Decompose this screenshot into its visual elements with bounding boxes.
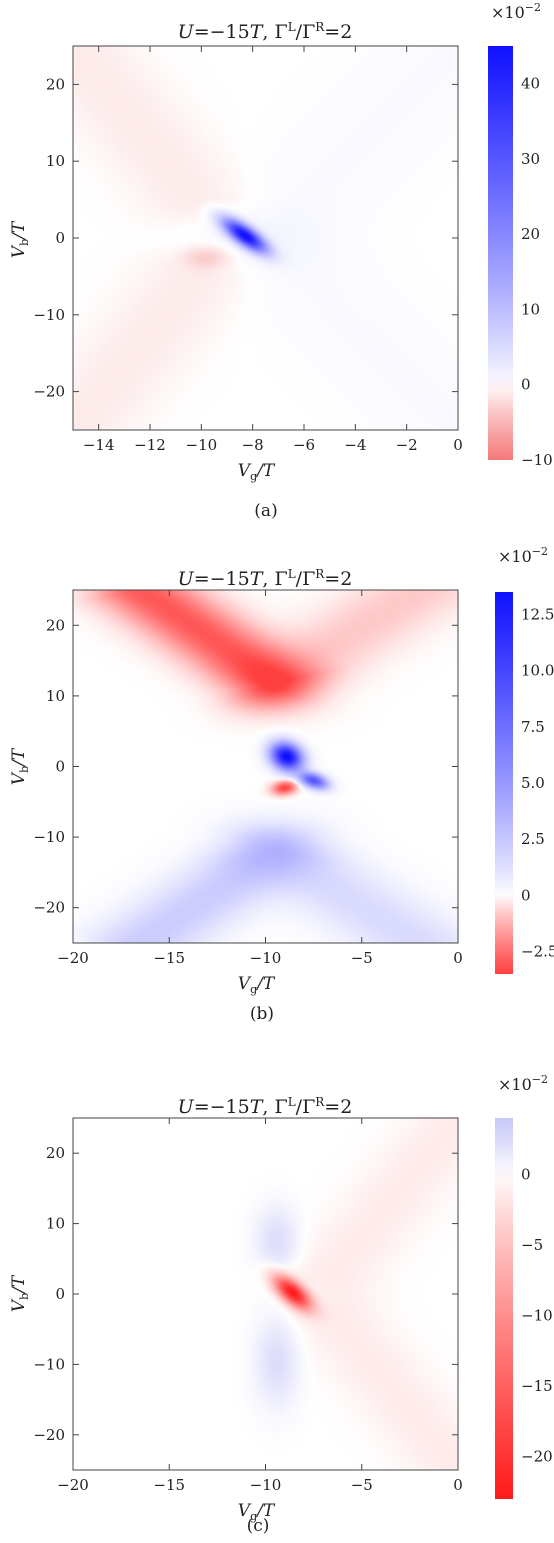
x-tick-label: −10: [250, 949, 282, 967]
panel-b-ylabel: Vb/T: [9, 747, 31, 785]
x-tick-label: −8: [242, 436, 264, 454]
panel-c-colorbar: [495, 1118, 513, 1499]
x-tick-label: 0: [453, 436, 463, 454]
y-tick-label: 20: [46, 75, 65, 93]
y-tick-label: −20: [33, 899, 65, 917]
panel-b: U=−15T, ΓL/ΓR=2 −20 −15 −10 −5 0 20 10 0 −10−20 …: [9, 545, 554, 1024]
y-tick-label: 10: [46, 152, 65, 170]
x-tick-label: −14: [83, 436, 115, 454]
x-tick-label: −6: [293, 436, 315, 454]
colorbar-tick-label: −5: [521, 1236, 543, 1254]
panel-c-axes: −20 −15 −10 −5 0 20 10 0 −10 −20: [33, 1118, 463, 1494]
colorbar-tick-label: 0: [521, 376, 531, 394]
y-tick-label: 20: [46, 1144, 65, 1162]
panel-c-colorbar-ticks: 0 −5 −10 −15 −20: [521, 1165, 553, 1465]
panel-b-colorbar-ticks: 12.5 10.0 7.5 5.0 2.5 0 −2.5: [521, 605, 554, 960]
x-tick-label: −20: [57, 1476, 89, 1494]
panel-c-xlabel: Vg/T: [238, 1501, 276, 1523]
x-tick-label: −5: [351, 1476, 373, 1494]
y-tick-label: 0: [55, 229, 65, 247]
panel-c-colorbar-exponent: ×10−2: [498, 1073, 548, 1094]
colorbar-tick-label: 0: [521, 886, 531, 904]
colorbar-tick-label: 20: [521, 225, 540, 243]
panel-a-colorbar-ticks: 40 30 20 10 0 −10: [521, 75, 553, 469]
panel-a-colorbar: [488, 46, 513, 460]
panel-b-colorbar: [495, 592, 513, 974]
colorbar-tick-label: −10: [521, 451, 553, 469]
x-tick-label: −4: [344, 436, 366, 454]
colorbar-tick-label: −20: [521, 1448, 553, 1466]
colorbar-tick-label: 10.0: [521, 662, 554, 680]
panel-a: U=−15T, ΓL/ΓR=2 −14 −12 −10 −8 −6 −4 −2 020100−…: [9, 1, 553, 521]
panel-c-plot-frame: [72, 1117, 459, 1471]
x-tick-label: −20: [57, 949, 89, 967]
panel-c-caption: (c): [247, 1516, 270, 1536]
colorbar-tick-label: 0: [521, 1165, 531, 1183]
y-tick-label: 0: [55, 1285, 65, 1303]
colorbar-tick-label: 2.5: [521, 830, 545, 848]
panel-b-xlabel: Vg/T: [238, 974, 276, 996]
y-tick-label: −20: [33, 1426, 65, 1444]
x-tick-label: −10: [186, 436, 218, 454]
x-tick-label: −12: [134, 436, 166, 454]
y-tick-label: 10: [46, 1215, 65, 1233]
colorbar-tick-label: −10: [521, 1307, 553, 1325]
x-tick-label: 0: [453, 949, 463, 967]
y-tick-label: 0: [55, 758, 65, 776]
y-tick-label: −10: [33, 828, 65, 846]
panel-a-ylabel: Vb/T: [9, 220, 31, 258]
panel-a-heatmap: [73, 46, 458, 430]
x-tick-label: −15: [153, 949, 185, 967]
colorbar-tick-label: 40: [521, 75, 540, 93]
panel-c: U=−15T, ΓL/ΓR=2 −20 −15 −10 −5 020100−10−20 …: [9, 1073, 553, 1536]
panel-c-title: U=−15T, ΓL/ΓR=2: [178, 1095, 353, 1118]
x-tick-label: −10: [250, 1476, 282, 1494]
panel-a-xlabel: Vg/T: [238, 461, 276, 483]
panel-b-plot-frame: [72, 589, 459, 944]
panel-b-colorbar-exponent: ×10−2: [498, 545, 548, 566]
y-tick-label: −10: [33, 1355, 65, 1373]
panel-b-heatmap: [73, 590, 458, 943]
x-tick-label: 0: [453, 1476, 463, 1494]
y-tick-label: −20: [33, 383, 65, 401]
y-tick-label: 20: [46, 616, 65, 634]
colorbar-tick-label: 12.5: [521, 605, 554, 623]
panel-b-title: U=−15T, ΓL/ΓR=2: [178, 567, 353, 590]
x-tick-label: −15: [153, 1476, 185, 1494]
panel-b-caption: (b): [250, 1004, 274, 1024]
colorbar-tick-label: 10: [521, 300, 540, 318]
panel-a-colorbar-exponent: ×10−2: [491, 1, 541, 22]
colorbar-tick-label: 5.0: [521, 774, 545, 792]
colorbar-tick-label: 7.5: [521, 718, 545, 736]
y-tick-label: −10: [33, 306, 65, 324]
colorbar-tick-label: 30: [521, 150, 540, 168]
x-tick-label: −2: [396, 436, 418, 454]
panel-c-ylabel: Vb/T: [9, 1274, 31, 1312]
panel-b-axes: −20 −15 −10 −5 0 20 10 0 −10 −20: [33, 590, 463, 967]
colorbar-tick-label: −2.5: [521, 943, 554, 961]
panel-c-heatmap: [73, 1118, 458, 1470]
panel-a-caption: (a): [254, 501, 277, 521]
panel-a-plot-frame: [72, 45, 459, 431]
colorbar-tick-label: −15: [521, 1377, 553, 1395]
x-tick-label: −5: [351, 949, 373, 967]
y-tick-label: 10: [46, 687, 65, 705]
panel-a-title: U=−15T, ΓL/ΓR=2: [178, 20, 353, 43]
